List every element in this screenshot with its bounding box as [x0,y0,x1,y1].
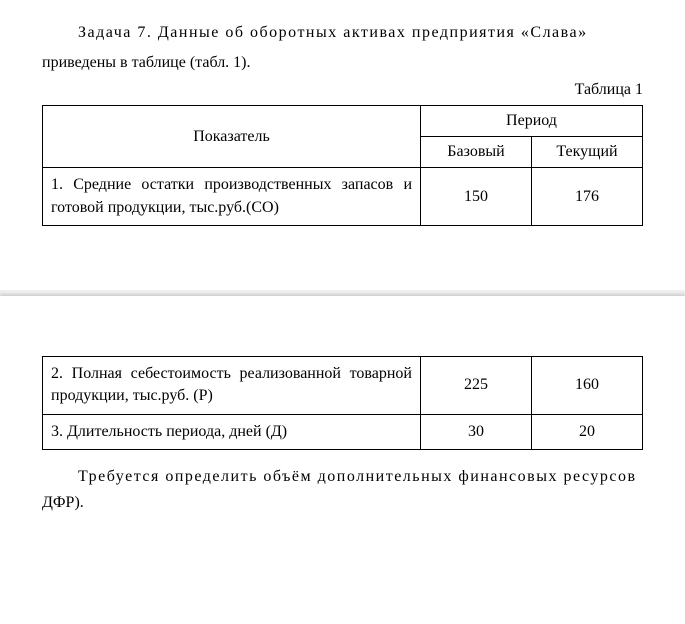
header-indicator: Показатель [43,106,421,168]
table-header-row-1: Показатель Период [43,106,643,137]
row1-current: 176 [532,168,643,226]
top-page-section: Задача 7. Данные об оборотных активах пр… [0,0,685,246]
intro-line1-rest: Данные об оборотных активах предприятия … [152,24,587,41]
data-table-top: Показатель Период Базовый Текущий 1. Сре… [42,105,643,226]
footer-line1: Требуется определить объём дополнительны… [42,464,643,490]
row1-label: 1. Средние остатки производственных запа… [43,168,421,226]
table-row: 3. Длительность периода, дней (Д) 30 20 [43,414,643,449]
row3-label: 3. Длительность периода, дней (Д) [43,414,421,449]
row1-base: 150 [421,168,532,226]
row3-base: 30 [421,414,532,449]
data-table-bottom: 2. Полная себестоимость реализованной то… [42,356,643,450]
table-caption: Таблица 1 [42,81,643,99]
page-break-gap [0,246,685,336]
row2-current: 160 [532,356,643,414]
header-current: Текущий [532,137,643,168]
task-number: Задача 7. [78,24,152,41]
intro-paragraph-2: приведены в таблице (табл. 1). [42,50,643,76]
footer-line2: ДФР). [42,490,643,516]
table-row: 2. Полная себестоимость реализованной то… [43,356,643,414]
row3-current: 20 [532,414,643,449]
row2-label: 2. Полная себестоимость реализованной то… [43,356,421,414]
header-period: Период [421,106,643,137]
bottom-page-section: 2. Полная себестоимость реализованной то… [0,336,685,539]
intro-paragraph-1: Задача 7. Данные об оборотных активах пр… [42,20,643,46]
table-row: 1. Средние остатки производственных запа… [43,168,643,226]
row2-base: 225 [421,356,532,414]
header-base: Базовый [421,137,532,168]
